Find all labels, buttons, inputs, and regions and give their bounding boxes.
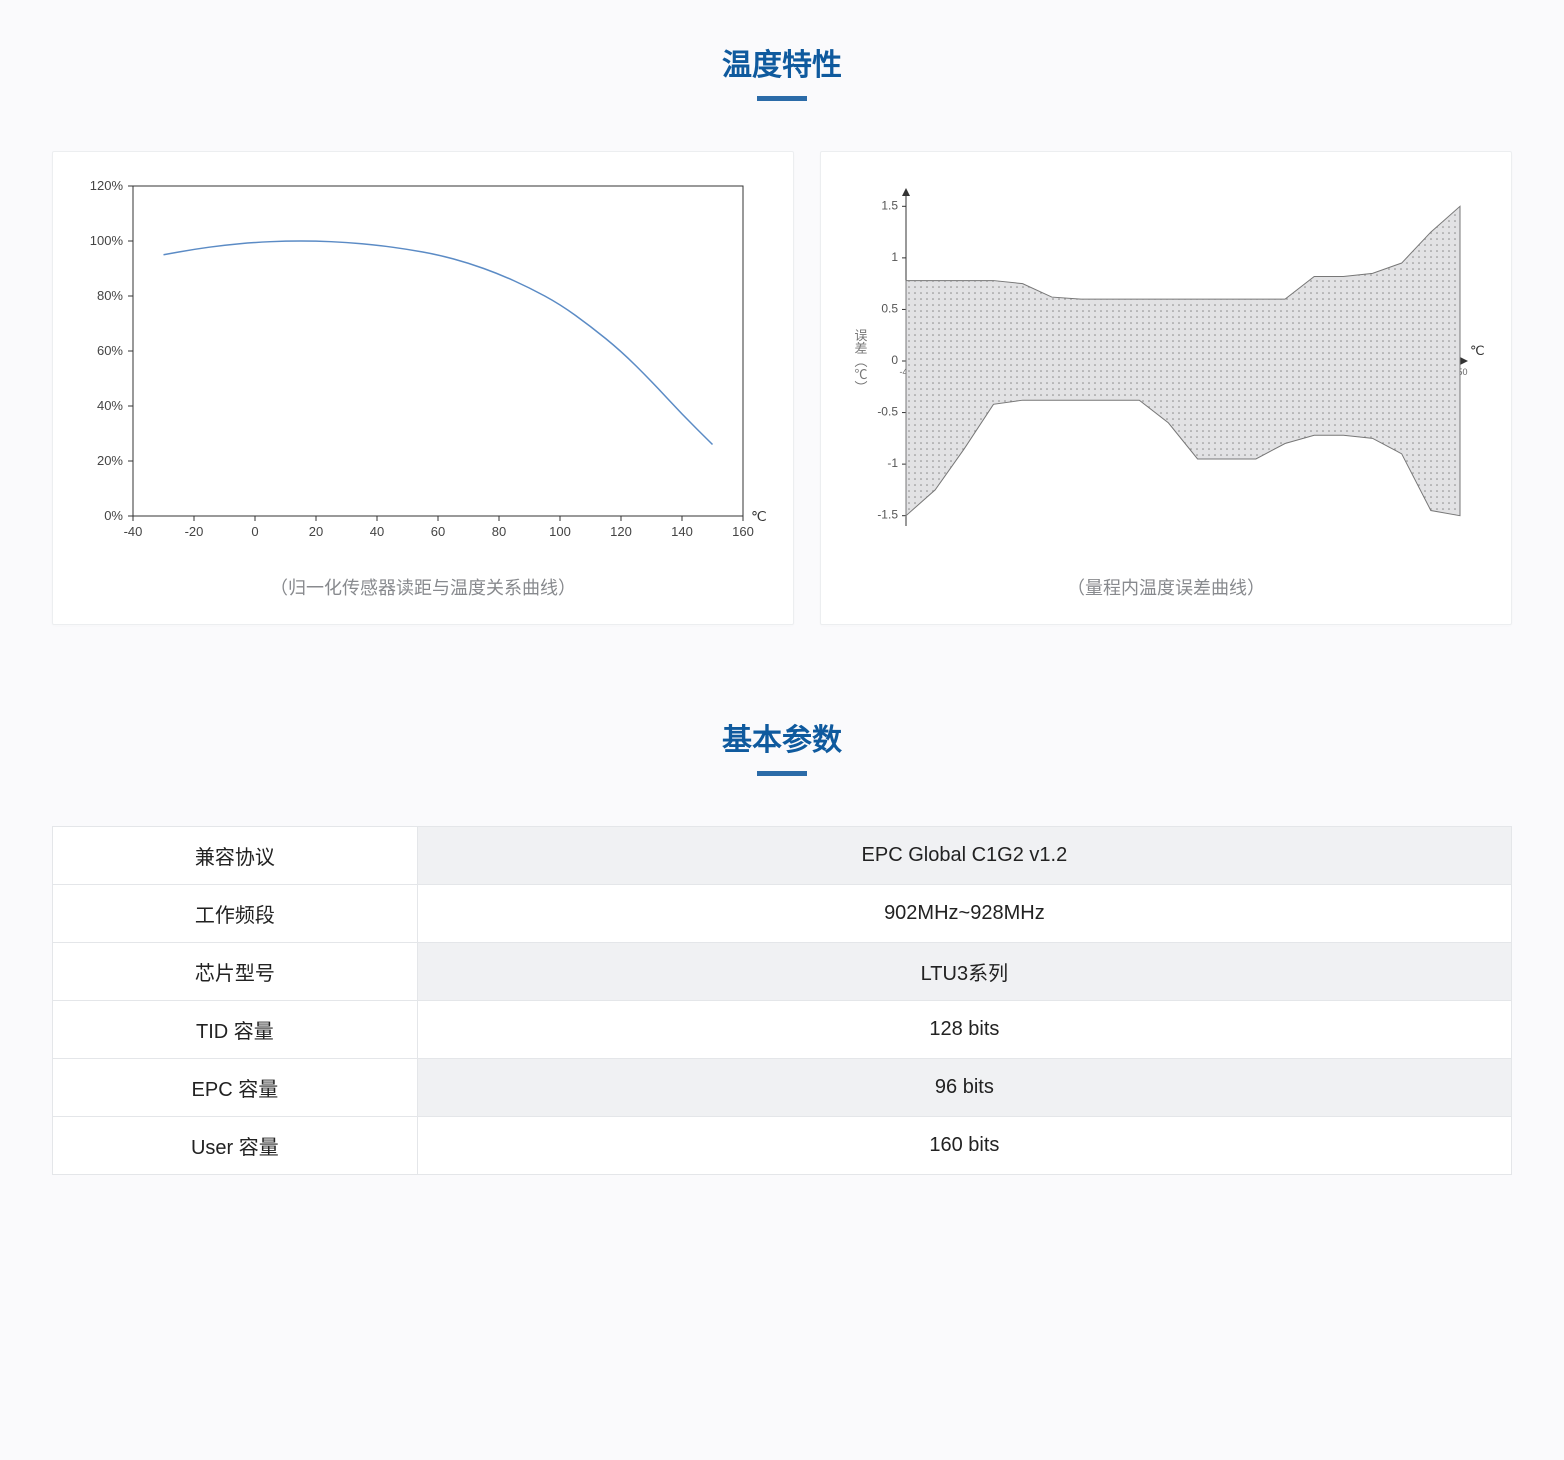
section2-title: 基本参数: [52, 715, 1512, 759]
table-row: User 容量160 bits: [53, 1117, 1512, 1175]
svg-text:0%: 0%: [104, 508, 123, 523]
section1-title: 温度特性: [52, 40, 1512, 84]
table-row: EPC 容量96 bits: [53, 1059, 1512, 1117]
svg-text:-20: -20: [185, 524, 204, 539]
svg-text:误差（℃）: 误差（℃）: [853, 329, 868, 394]
svg-text:-40: -40: [124, 524, 143, 539]
param-key: 兼容协议: [53, 827, 418, 885]
svg-text:40%: 40%: [97, 398, 123, 413]
svg-text:0: 0: [891, 353, 898, 367]
table-row: TID 容量128 bits: [53, 1001, 1512, 1059]
svg-text:140: 140: [671, 524, 693, 539]
param-value: 128 bits: [417, 1001, 1511, 1059]
chart1-card: 0% 20% 40% 60% 80% 100% 120% -40 -20 0 20 40 60 80 100…: [52, 151, 794, 625]
svg-text:1: 1: [891, 250, 898, 264]
param-value: 160 bits: [417, 1117, 1511, 1175]
param-key: User 容量: [53, 1117, 418, 1175]
svg-text:20: 20: [309, 524, 323, 539]
svg-text:120: 120: [610, 524, 632, 539]
svg-text:120%: 120%: [90, 178, 124, 193]
svg-text:60: 60: [431, 524, 445, 539]
svg-text:0.5: 0.5: [881, 301, 898, 315]
svg-text:℃: ℃: [751, 508, 767, 524]
params-table: 兼容协议EPC Global C1G2 v1.2工作频段902MHz~928MH…: [52, 826, 1512, 1175]
svg-text:160: 160: [732, 524, 754, 539]
svg-text:40: 40: [370, 524, 384, 539]
svg-text:80%: 80%: [97, 288, 123, 303]
chart1-svg: 0% 20% 40% 60% 80% 100% 120% -40 -20 0 20 40 60 80 100…: [73, 176, 773, 556]
svg-text:-0.5: -0.5: [877, 405, 898, 419]
title-underline-2: [757, 771, 807, 776]
table-row: 工作频段902MHz~928MHz: [53, 885, 1512, 943]
svg-text:-1.5: -1.5: [877, 508, 898, 522]
svg-text:100: 100: [549, 524, 571, 539]
svg-text:60%: 60%: [97, 343, 123, 358]
chart2-caption: （量程内温度误差曲线）: [841, 574, 1491, 600]
svg-text:0: 0: [251, 524, 258, 539]
param-value: EPC Global C1G2 v1.2: [417, 827, 1511, 885]
svg-text:100%: 100%: [90, 233, 124, 248]
svg-text:-1: -1: [887, 456, 898, 470]
table-row: 芯片型号LTU3系列: [53, 943, 1512, 1001]
chart1-caption: （归一化传感器读距与温度关系曲线）: [73, 574, 773, 600]
param-key: EPC 容量: [53, 1059, 418, 1117]
param-key: 工作频段: [53, 885, 418, 943]
table-row: 兼容协议EPC Global C1G2 v1.2: [53, 827, 1512, 885]
param-value: 902MHz~928MHz: [417, 885, 1511, 943]
svg-text:℃: ℃: [1470, 343, 1485, 358]
chart2-svg: -1.5-1-0.500.511.5-40-30-20-100102030405…: [846, 176, 1486, 556]
param-key: 芯片型号: [53, 943, 418, 1001]
title-underline-1: [757, 96, 807, 101]
param-value: 96 bits: [417, 1059, 1511, 1117]
param-value: LTU3系列: [417, 943, 1511, 1001]
chart2-card: -1.5-1-0.500.511.5-40-30-20-100102030405…: [820, 151, 1512, 625]
param-key: TID 容量: [53, 1001, 418, 1059]
svg-text:20%: 20%: [97, 453, 123, 468]
svg-text:80: 80: [492, 524, 506, 539]
charts-row: 0%20%40%60%80%100%120%-40-20020406080100…: [52, 151, 1512, 625]
svg-text:1.5: 1.5: [881, 198, 898, 212]
